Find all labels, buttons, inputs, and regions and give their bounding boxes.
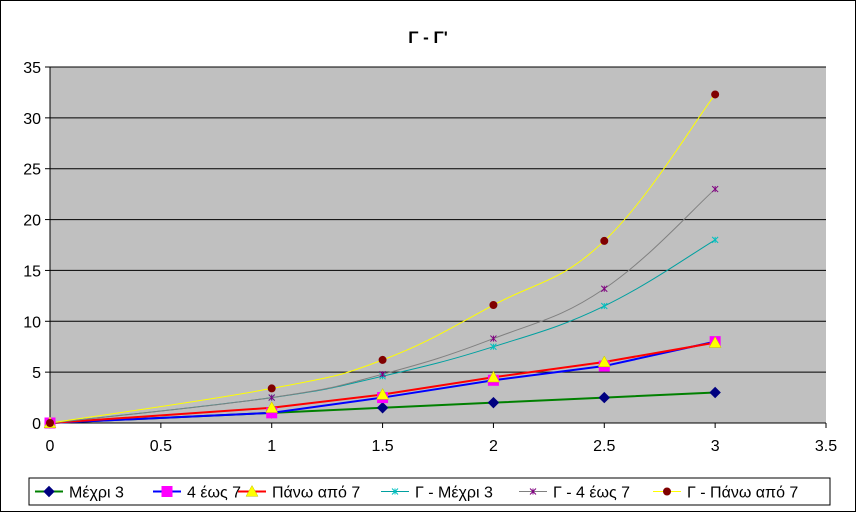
- y-tick-label: 15: [23, 263, 41, 280]
- legend-swatch-marker: [43, 485, 55, 498]
- legend-label: Γ - Πάνω από 7: [687, 485, 798, 502]
- data-point-s6: [267, 384, 276, 393]
- data-point-s3: [376, 388, 389, 400]
- legend-entry: 4 έως 7: [153, 485, 241, 502]
- y-tick-label: 25: [23, 162, 41, 179]
- x-tick-label: 1: [267, 438, 276, 455]
- y-tick-label: 35: [23, 60, 41, 77]
- data-point-s5: [600, 285, 608, 293]
- y-tick-label: 5: [32, 365, 41, 382]
- x-tick-label: 2.5: [593, 438, 615, 455]
- legend: Μέχρι 3 4 έως 7 Πάνω από 7 Γ - Μέχρι 3 Γ - 4…: [28, 477, 831, 506]
- data-point-s5: [490, 335, 497, 342]
- data-point-s4: [600, 302, 608, 310]
- x-tick-label: 3.5: [815, 438, 837, 455]
- data-point-s1: [598, 391, 610, 404]
- x-tick-label: 0.5: [150, 438, 172, 455]
- data-point-s5: [379, 370, 386, 378]
- legend-swatch-marker: [391, 488, 399, 495]
- data-point-s3: [265, 401, 279, 413]
- legend-label: Μέχρι 3: [69, 485, 124, 502]
- data-point-s6: [711, 90, 720, 99]
- plot-area: 0 5 10 15 20 25 30 35 0 0.5 1 1.5 2 2.5 3 3.5: [23, 60, 837, 455]
- legend-label: Γ - 4 έως 7: [553, 485, 630, 502]
- legend-entry: Γ - Πάνω από 7: [653, 485, 798, 502]
- plot-background: [50, 67, 826, 423]
- data-point-s6: [489, 301, 498, 310]
- data-point-s1: [376, 402, 389, 414]
- legend-swatch-marker: [663, 487, 671, 496]
- legend-entry: Γ - Μέχρι 3: [381, 485, 493, 502]
- y-tick-label: 10: [23, 314, 41, 331]
- x-tick-label: 2: [489, 438, 498, 455]
- legend-swatch-marker: [161, 486, 173, 497]
- data-point-s1: [709, 386, 721, 399]
- y-tick-label: 0: [32, 416, 41, 433]
- legend-swatch-marker: [529, 488, 537, 495]
- legend-entry: Πάνω από 7: [238, 485, 360, 502]
- x-tick-label: 3: [711, 438, 720, 455]
- series-line-6: [49, 94, 716, 424]
- legend-label: Πάνω από 7: [272, 485, 360, 502]
- y-tick-label: 30: [23, 111, 41, 128]
- data-point-s4: [490, 343, 497, 351]
- x-tick-label: 1.5: [371, 438, 393, 455]
- legend-swatch-marker: [245, 484, 259, 497]
- data-point-s6: [378, 355, 387, 364]
- chart-title: Γ - Γ': [408, 28, 448, 47]
- data-point-s3: [708, 336, 722, 348]
- series-line-3: [49, 341, 716, 424]
- data-point-s1: [487, 396, 500, 409]
- legend-entry: Γ - 4 έως 7: [519, 485, 630, 502]
- data-point-s5: [711, 185, 719, 193]
- data-point-s4: [711, 236, 719, 244]
- legend-label: 4 έως 7: [187, 485, 241, 502]
- legend-box: [28, 477, 831, 506]
- data-point-s5: [268, 394, 276, 401]
- legend-entry: Μέχρι 3: [35, 485, 124, 502]
- data-point-s6: [600, 236, 609, 245]
- series-line-2: [49, 340, 716, 424]
- data-point-s6: [46, 419, 54, 427]
- x-tick-label: 0: [46, 438, 55, 455]
- data-point-s3: [597, 355, 611, 368]
- series-line-5: [49, 188, 716, 424]
- legend-label: Γ - Μέχρι 3: [415, 485, 493, 502]
- data-point-s3: [487, 370, 500, 383]
- y-tick-label: 20: [23, 213, 41, 230]
